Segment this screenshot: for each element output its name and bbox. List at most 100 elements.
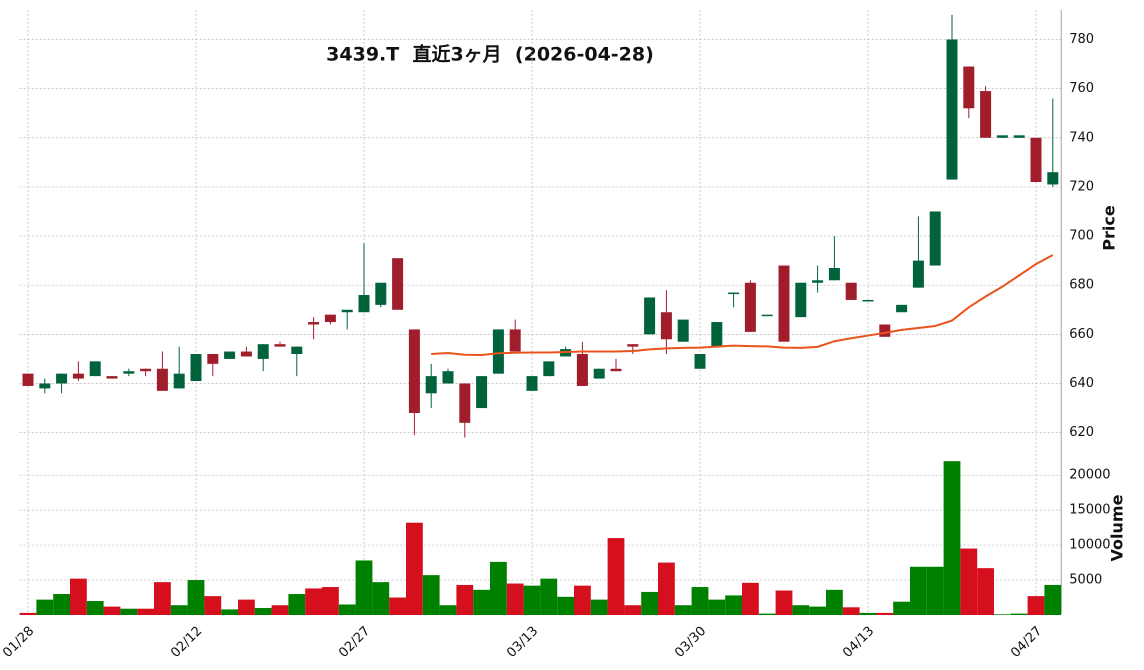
volume-bar	[960, 548, 978, 615]
candle-body	[509, 329, 521, 352]
y-axis-title: Price	[1100, 205, 1119, 251]
candle-body	[963, 66, 975, 109]
candle-body	[728, 292, 740, 295]
x-tick-label: 04/13	[840, 624, 877, 661]
candle-body	[22, 373, 34, 386]
candle-body	[879, 324, 891, 337]
candle-body	[744, 282, 756, 332]
candle-body	[492, 329, 504, 374]
y-tick-label: 760	[1069, 81, 1094, 96]
volume-bar	[775, 590, 793, 615]
candle-body	[845, 282, 857, 300]
volume-bar	[926, 566, 944, 615]
candle-body	[89, 361, 101, 377]
y2-tick-label: 5000	[1069, 573, 1102, 588]
volume-bar	[658, 562, 675, 615]
volume-bar	[288, 594, 306, 615]
volume-bar	[473, 589, 490, 615]
volume-bar	[120, 608, 138, 615]
chart-title: 3439.T 直近3ヶ月 (2026-04-28)	[326, 43, 654, 66]
volume-bar	[70, 578, 87, 615]
y-tick-label: 740	[1069, 130, 1094, 145]
candle-body	[358, 295, 370, 313]
candle-body	[912, 260, 924, 288]
candle-body	[106, 376, 118, 379]
volume-bar	[506, 583, 524, 615]
candle-body	[459, 383, 471, 423]
y-tick-label: 620	[1069, 425, 1094, 440]
candle-body	[140, 368, 152, 372]
y2-tick-label: 10000	[1069, 538, 1110, 553]
volume-bar	[338, 604, 356, 615]
candle-body	[1013, 135, 1025, 138]
y-tick-label: 720	[1069, 179, 1094, 194]
volume-bar	[977, 568, 994, 615]
y-tick-label: 660	[1069, 327, 1094, 342]
volume-bar	[271, 605, 289, 615]
volume-bar	[154, 582, 171, 615]
candle-body	[72, 373, 84, 379]
volume-bar	[439, 605, 457, 615]
volume-bar	[574, 585, 591, 615]
volume-bar	[523, 585, 541, 615]
candle-body	[442, 371, 454, 384]
volume-bar	[792, 605, 810, 615]
y-tick-label: 680	[1069, 278, 1094, 293]
volume-bar	[254, 608, 272, 615]
volume-bar	[624, 605, 642, 615]
volume-bar	[355, 560, 373, 615]
candle-body	[711, 322, 723, 347]
volume-bar	[305, 588, 322, 615]
volume-bar	[943, 461, 961, 615]
y-tick-label: 640	[1069, 376, 1094, 391]
candle-body	[980, 91, 992, 138]
volume-bar	[322, 587, 339, 615]
candle-body	[526, 376, 538, 391]
candle-body	[257, 344, 269, 359]
candle-body	[240, 351, 252, 357]
candle-body	[644, 297, 656, 335]
volume-bar	[36, 599, 54, 615]
candle-body	[795, 282, 807, 318]
volume-bar	[238, 599, 255, 615]
volume-bar	[809, 606, 826, 615]
candle-body	[828, 268, 840, 281]
candle-body	[224, 351, 236, 359]
volume-bar	[876, 612, 894, 615]
candle-body	[812, 280, 824, 283]
candle-body	[1047, 172, 1059, 185]
volume-bar	[540, 578, 558, 615]
volume-bar	[86, 601, 104, 615]
y-tick-label: 700	[1069, 229, 1094, 244]
candle-body	[677, 319, 689, 342]
volume-bar	[590, 599, 608, 615]
volume-bar	[826, 589, 843, 615]
candle-body	[324, 314, 336, 323]
candle-body	[576, 354, 588, 386]
candle-body	[660, 312, 672, 340]
y2-tick-label: 20000	[1069, 468, 1110, 483]
volume-bar	[137, 608, 154, 615]
volume-bar	[859, 612, 877, 615]
candle-body	[627, 344, 639, 347]
candle-body	[375, 282, 387, 305]
volume-bar	[910, 566, 927, 615]
candle-body	[190, 354, 202, 382]
candle-body	[425, 376, 437, 394]
volume-bar	[19, 612, 37, 615]
candle-body	[392, 258, 404, 310]
candle-body	[543, 361, 555, 377]
candle-body	[862, 299, 874, 302]
volume-bar	[708, 599, 726, 615]
volume-bar	[994, 614, 1011, 615]
volume-bar	[389, 597, 406, 615]
volume-bar	[1044, 584, 1062, 615]
volume-bar	[103, 606, 121, 615]
candle-body	[996, 135, 1008, 138]
candle-body	[694, 354, 706, 369]
candle-body	[1030, 137, 1042, 182]
x-tick-label: 01/28	[0, 624, 37, 661]
candle-body	[341, 309, 353, 313]
candle-body	[476, 376, 488, 409]
